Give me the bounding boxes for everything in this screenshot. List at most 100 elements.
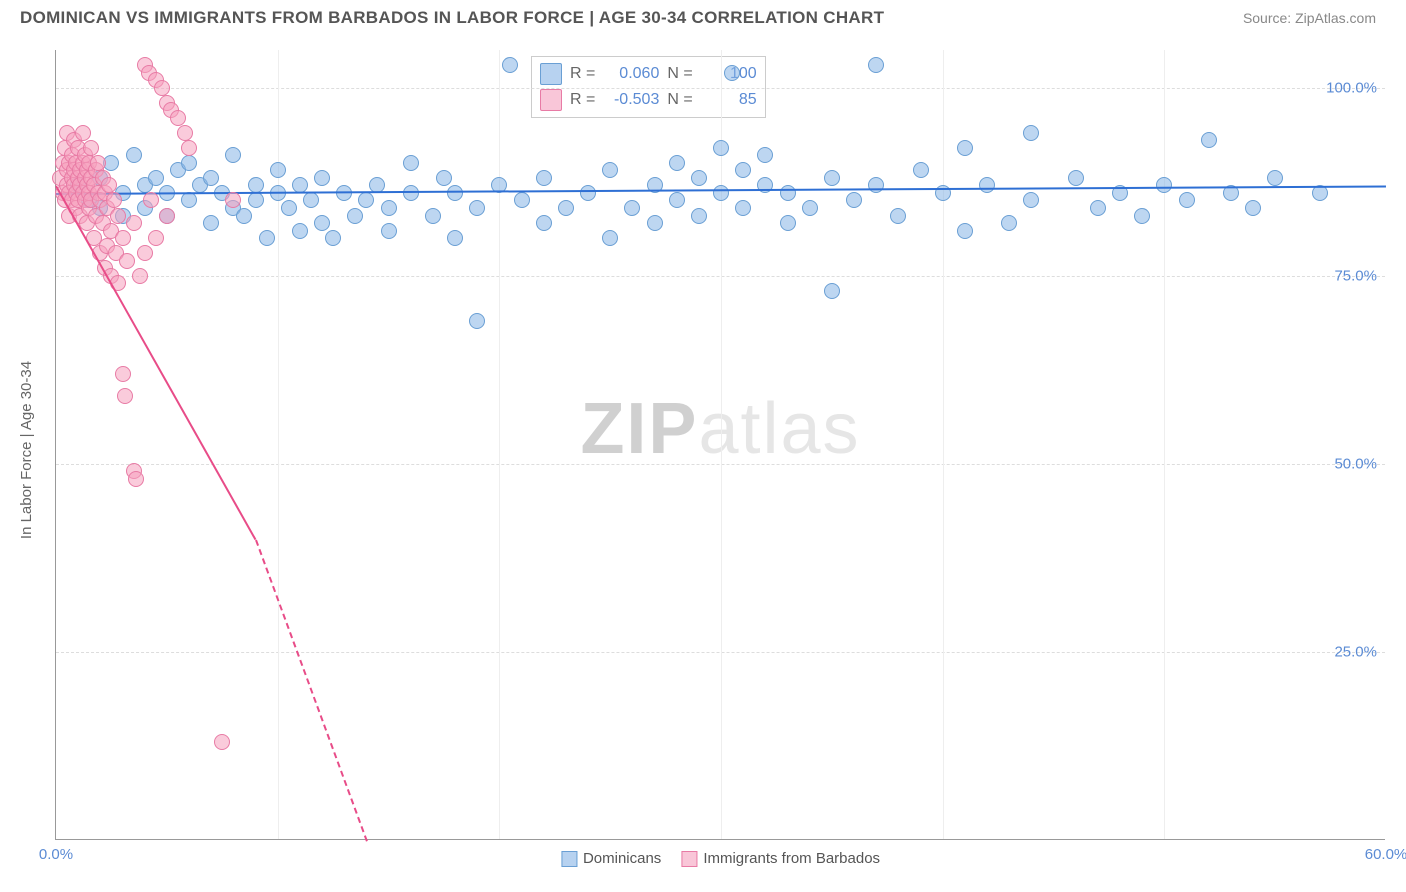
data-point: [270, 162, 286, 178]
y-tick-label: 75.0%: [1334, 267, 1377, 284]
data-point: [303, 192, 319, 208]
legend-row-barbados: R = -0.503 N = 85: [540, 87, 757, 113]
chart-source: Source: ZipAtlas.com: [1243, 10, 1376, 26]
swatch-blue-icon: [561, 851, 577, 867]
legend-item-dominicans: Dominicans: [561, 850, 661, 867]
data-point: [536, 170, 552, 186]
data-point: [117, 388, 133, 404]
data-point: [502, 57, 518, 73]
data-point: [1023, 125, 1039, 141]
series-legend: Dominicans Immigrants from Barbados: [561, 850, 880, 867]
data-point: [757, 147, 773, 163]
data-point: [292, 223, 308, 239]
data-point: [957, 140, 973, 156]
data-point: [248, 192, 264, 208]
data-point: [203, 215, 219, 231]
data-point: [236, 208, 252, 224]
data-point: [126, 147, 142, 163]
data-point: [691, 208, 707, 224]
data-point: [381, 200, 397, 216]
data-point: [890, 208, 906, 224]
legend-label-dominicans: Dominicans: [583, 850, 661, 867]
data-point: [148, 230, 164, 246]
data-point: [83, 140, 99, 156]
data-point: [181, 155, 197, 171]
gridline-vertical: [1164, 50, 1165, 839]
data-point: [358, 192, 374, 208]
data-point: [802, 200, 818, 216]
y-tick-label: 50.0%: [1334, 455, 1377, 472]
data-point: [536, 215, 552, 231]
data-point: [780, 215, 796, 231]
data-point: [403, 155, 419, 171]
data-point: [824, 170, 840, 186]
data-point: [425, 208, 441, 224]
data-point: [75, 125, 91, 141]
data-point: [868, 177, 884, 193]
data-point: [1179, 192, 1195, 208]
trend-line-dashed: [255, 540, 368, 842]
data-point: [110, 208, 126, 224]
data-point: [1245, 200, 1261, 216]
data-point: [647, 215, 663, 231]
data-point: [325, 230, 341, 246]
data-point: [713, 140, 729, 156]
data-point: [132, 268, 148, 284]
data-point: [126, 215, 142, 231]
data-point: [225, 192, 241, 208]
data-point: [868, 57, 884, 73]
data-point: [314, 215, 330, 231]
data-point: [735, 162, 751, 178]
data-point: [1156, 177, 1172, 193]
gridline-vertical: [943, 50, 944, 839]
gridline-vertical: [721, 50, 722, 839]
data-point: [347, 208, 363, 224]
chart-title: DOMINICAN VS IMMIGRANTS FROM BARBADOS IN…: [20, 8, 884, 28]
data-point: [159, 208, 175, 224]
r-value-pink: -0.503: [603, 91, 659, 109]
data-point: [101, 177, 117, 193]
data-point: [314, 170, 330, 186]
data-point: [225, 147, 241, 163]
swatch-blue-icon: [540, 63, 562, 85]
y-tick-label: 25.0%: [1334, 643, 1377, 660]
swatch-pink-icon: [540, 89, 562, 111]
data-point: [1267, 170, 1283, 186]
data-point: [1090, 200, 1106, 216]
data-point: [469, 313, 485, 329]
n-label: N =: [667, 65, 692, 83]
data-point: [119, 253, 135, 269]
data-point: [181, 192, 197, 208]
data-point: [846, 192, 862, 208]
x-tick-label: 60.0%: [1365, 846, 1406, 863]
scatter-chart: ZIPatlas R = 0.060 N = 100 R = -0.503 N …: [55, 50, 1385, 840]
data-point: [913, 162, 929, 178]
legend-label-barbados: Immigrants from Barbados: [703, 850, 880, 867]
legend-item-barbados: Immigrants from Barbados: [681, 850, 880, 867]
watermark-light: atlas: [698, 389, 860, 469]
data-point: [669, 192, 685, 208]
chart-header: DOMINICAN VS IMMIGRANTS FROM BARBADOS IN…: [0, 0, 1406, 36]
data-point: [724, 65, 740, 81]
data-point: [106, 192, 122, 208]
data-point: [115, 366, 131, 382]
data-point: [1068, 170, 1084, 186]
data-point: [1134, 208, 1150, 224]
y-axis-label: In Labor Force | Age 30-34: [18, 361, 35, 539]
data-point: [143, 192, 159, 208]
watermark-bold: ZIP: [580, 389, 698, 469]
data-point: [824, 283, 840, 299]
data-point: [1201, 132, 1217, 148]
data-point: [436, 170, 452, 186]
data-point: [691, 170, 707, 186]
data-point: [735, 200, 751, 216]
data-point: [979, 177, 995, 193]
data-point: [447, 185, 463, 201]
data-point: [669, 155, 685, 171]
data-point: [90, 155, 106, 171]
r-label: R =: [570, 91, 595, 109]
data-point: [137, 245, 153, 261]
data-point: [181, 140, 197, 156]
data-point: [381, 223, 397, 239]
data-point: [580, 185, 596, 201]
